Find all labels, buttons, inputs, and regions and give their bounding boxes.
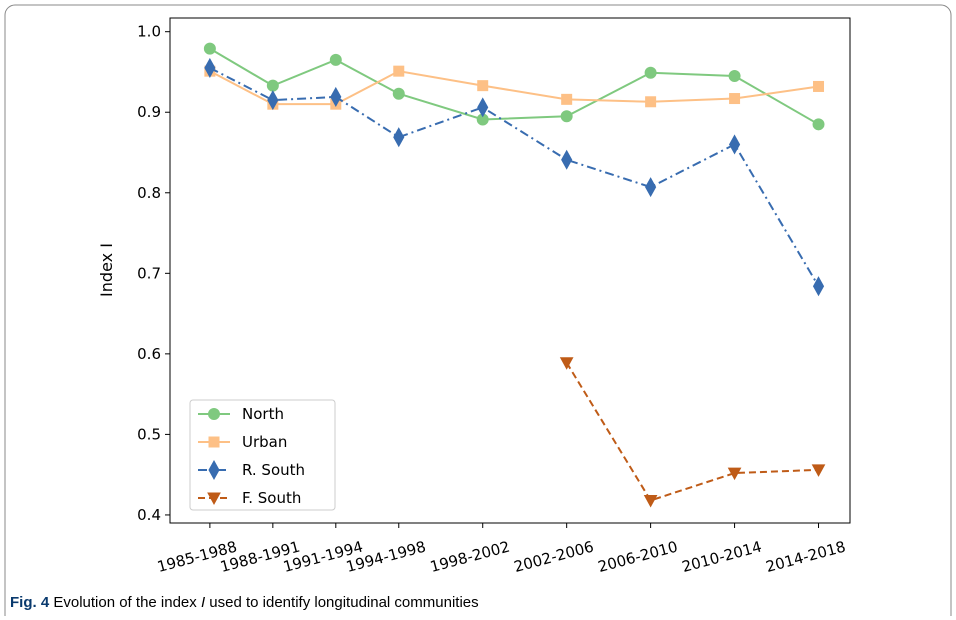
legend-label: Urban	[242, 433, 287, 451]
data-point	[812, 276, 825, 297]
legend-label: F. South	[242, 489, 301, 507]
caption: Fig. 4 Evolution of the index I used to …	[10, 594, 479, 611]
data-point	[393, 65, 405, 77]
data-point	[204, 57, 216, 78]
data-point	[728, 69, 741, 82]
y-tick-label: 0.4	[137, 506, 161, 524]
x-tick-label: 1998-2002	[428, 537, 512, 576]
figure-frame	[4, 4, 952, 620]
data-point	[728, 134, 741, 155]
x-tick-label: 2010-2014	[680, 537, 764, 576]
data-point	[266, 79, 279, 92]
legend-box	[189, 399, 336, 511]
data-point	[645, 96, 657, 108]
series-line	[209, 67, 820, 287]
data-point	[729, 93, 741, 105]
y-tick-label: 0.8	[137, 184, 161, 202]
y-tick-label: 0.7	[137, 264, 161, 282]
data-point	[811, 464, 826, 477]
legend-marker	[208, 459, 220, 481]
y-tick-label: 0.5	[137, 425, 161, 443]
legend-marker	[208, 408, 220, 420]
data-point	[329, 53, 342, 66]
y-axis-label: Index I	[97, 243, 116, 297]
series-line	[565, 362, 819, 502]
data-point	[393, 127, 405, 148]
x-tick-label: 2002-2006	[512, 537, 596, 576]
legend-marker	[208, 436, 220, 448]
x-tick-label: 2006-2010	[596, 537, 680, 576]
data-point	[812, 118, 825, 131]
data-point	[561, 149, 573, 170]
y-tick-label: 1.0	[137, 23, 161, 41]
legend-label: R. South	[242, 461, 305, 479]
data-point	[560, 110, 573, 123]
data-point	[477, 80, 489, 92]
caption-text: used to identify longitudinal communitie…	[209, 594, 478, 611]
plot-frame	[169, 17, 851, 524]
data-point	[645, 177, 657, 198]
data-point	[559, 357, 574, 370]
data-point	[561, 93, 573, 105]
series-line	[209, 47, 820, 126]
legend-label: North	[242, 405, 284, 423]
y-tick-label: 0.6	[137, 345, 161, 363]
data-point	[727, 467, 742, 481]
data-point	[643, 494, 658, 508]
caption-symbol: I	[201, 594, 205, 611]
y-tick-label: 0.9	[137, 103, 161, 121]
data-point	[813, 80, 825, 92]
data-point	[330, 86, 342, 107]
data-point	[203, 42, 216, 55]
data-point	[644, 66, 657, 79]
data-point	[392, 87, 405, 100]
caption-label: Fig. 4	[10, 594, 50, 611]
legend-marker	[207, 492, 221, 506]
data-point	[267, 90, 279, 111]
x-tick-label: 2014-2018	[764, 537, 848, 576]
data-point	[477, 97, 489, 118]
caption-text: Evolution of the index	[53, 594, 197, 611]
